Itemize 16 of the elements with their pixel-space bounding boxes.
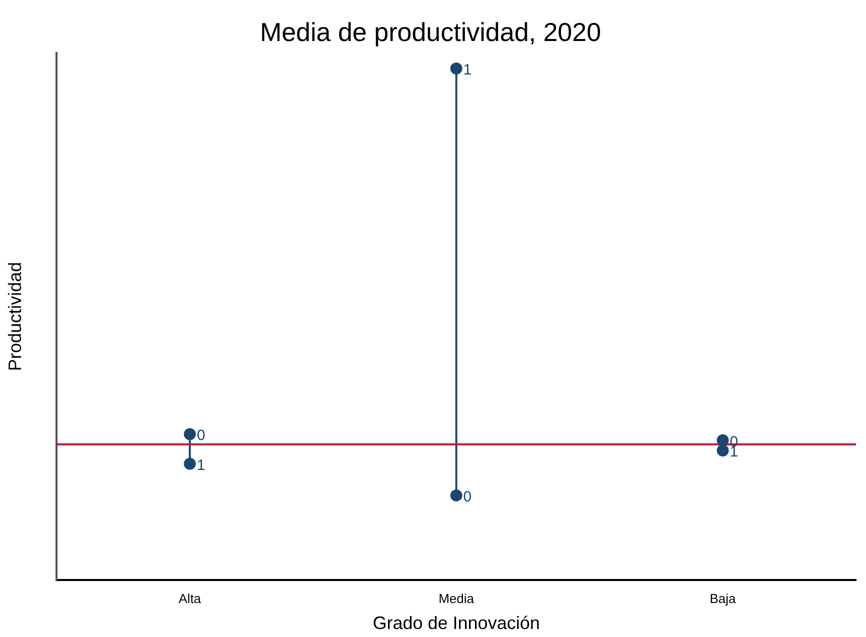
point [450, 489, 462, 502]
text: 1 [463, 62, 472, 79]
text: 1 [196, 456, 206, 474]
point [450, 62, 462, 75]
x-tick-label: Alta [178, 591, 202, 606]
text: 0 [463, 488, 472, 506]
point [716, 434, 729, 446]
point [716, 444, 729, 456]
x-tick-label: Baja [710, 591, 737, 606]
point [184, 458, 196, 470]
point [184, 428, 196, 440]
chart-title: Media de productividad, 2020 [260, 16, 602, 47]
x-axis-title: Grado de Innovación [372, 613, 540, 634]
x-tick-label: Media [438, 591, 475, 606]
y-axis-title: Productividad [4, 262, 25, 372]
text: 0 [196, 427, 206, 444]
